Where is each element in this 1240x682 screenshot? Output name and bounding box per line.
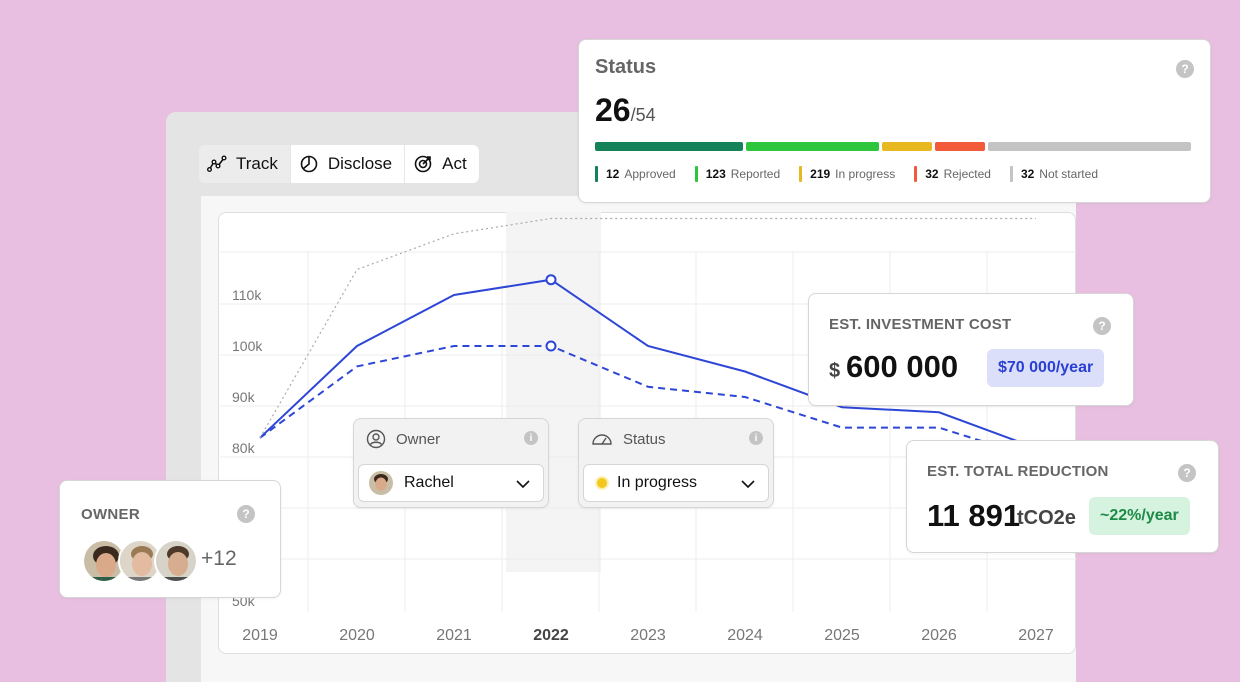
legend-count: 219	[810, 167, 831, 181]
tab-act[interactable]: Act	[404, 145, 479, 183]
legend-swatch	[799, 166, 803, 182]
legend-count: 12	[606, 167, 620, 181]
owner-label: OWNER	[81, 506, 140, 523]
status-dot	[597, 478, 607, 488]
x-tick-label: 2026	[921, 627, 957, 644]
user-circle-icon	[366, 429, 386, 449]
legend-label: Rejected	[943, 167, 991, 181]
track-icon	[207, 155, 227, 172]
total-reduction-value: 11 891	[927, 498, 1021, 533]
y-tick-label: 110k	[232, 287, 262, 303]
help-icon[interactable]: ?	[1178, 464, 1196, 482]
status-filter-header: Status	[591, 429, 666, 449]
legend-label: Not started	[1039, 167, 1098, 181]
owner-card: OWNER ? +12	[59, 480, 281, 598]
legend-count: 32	[1020, 167, 1035, 181]
owner-filter: Owner i Rachel	[353, 418, 549, 508]
status-count: 26/54	[595, 92, 656, 129]
avatar	[369, 471, 393, 495]
tab-disclose[interactable]: Disclose	[289, 145, 405, 183]
y-tick-label: 100k	[232, 338, 263, 354]
x-tick-label: 2025	[824, 627, 860, 644]
legend-swatch	[1009, 166, 1013, 182]
gauge-icon	[592, 434, 612, 445]
investment-currency: $	[829, 360, 841, 382]
info-icon[interactable]: i	[524, 431, 538, 445]
status-bar-approved	[595, 142, 743, 151]
pie-chart-icon	[300, 155, 318, 173]
total-reduction-card: EST. TOTAL REDUCTION ? 11 891 tCO2e ~22%…	[906, 440, 1219, 553]
legend-label: Reported	[730, 167, 781, 181]
legend-count: 123	[705, 167, 726, 181]
highlight-column	[506, 212, 601, 572]
reduction-per-year-badge: ~22%/year	[1089, 497, 1190, 535]
owner-select[interactable]: Rachel	[358, 464, 544, 502]
avatar[interactable]	[154, 539, 198, 583]
y-tick-label: 80k	[232, 440, 256, 456]
series-line-solid	[259, 278, 1037, 449]
legend-swatch	[595, 166, 598, 182]
legend-item-reported: 123 Reported	[694, 166, 781, 182]
status-total: /54	[630, 105, 656, 125]
x-tick-label: 2023	[630, 627, 666, 644]
status-bar-rejected	[935, 142, 985, 151]
help-icon[interactable]: ?	[1093, 317, 1111, 335]
series-marker	[545, 274, 557, 286]
legend-count: 32	[925, 167, 939, 181]
status-card: Status ? 26/54 12 Approved 123 Reported 21…	[578, 39, 1211, 203]
status-select-value: In progress	[617, 474, 698, 491]
status-filter: Status i In progress	[578, 418, 774, 508]
status-title: Status	[595, 56, 657, 78]
owner-filter-label: Owner	[396, 430, 441, 448]
legend-item-in-progress: 219 In progress	[799, 166, 895, 182]
tab-disclose-label: Disclose	[327, 154, 393, 173]
tab-act-label: Act	[442, 154, 467, 173]
status-select[interactable]: In progress	[583, 464, 769, 502]
legend-swatch	[914, 166, 918, 182]
tab-track[interactable]: Track	[199, 145, 290, 183]
chevron-down-icon	[741, 480, 755, 489]
target-icon	[414, 155, 432, 173]
owner-avatars[interactable]	[82, 539, 198, 583]
owner-filter-header: Owner	[366, 429, 440, 449]
y-tick-label: 90k	[232, 389, 256, 405]
legend-item-not-started: 32 Not started	[1009, 166, 1098, 182]
x-tick-label: 2027	[1018, 627, 1054, 644]
help-icon[interactable]: ?	[1176, 60, 1194, 78]
owner-more-count[interactable]: +12	[201, 547, 237, 570]
x-tick-label: 2024	[727, 627, 763, 644]
legend-label: Approved	[624, 167, 676, 181]
x-tick-label: 2022	[533, 627, 569, 644]
series-line-dashed	[259, 345, 1037, 460]
investment-per-year-badge: $70 000/year	[987, 349, 1105, 387]
investment-cost-value: 600 000	[846, 349, 959, 384]
legend-label: In progress	[835, 167, 896, 181]
investment-cost-label: EST. INVESTMENT COST	[829, 316, 1012, 333]
legend-item-rejected: 32 Rejected	[914, 166, 991, 182]
status-bar-reported	[746, 142, 879, 151]
tab-track-label: Track	[236, 154, 278, 173]
status-bar-in-progress	[882, 142, 932, 151]
x-tick-label: 2020	[339, 627, 375, 644]
info-icon[interactable]: i	[749, 431, 763, 445]
x-tick-label: 2019	[242, 627, 278, 644]
series-marker	[545, 340, 557, 352]
tab-bar: Track Disclose Act	[199, 145, 479, 183]
legend-swatch	[694, 166, 698, 182]
total-reduction-unit: tCO2e	[1017, 507, 1076, 529]
x-tick-label: 2021	[436, 627, 472, 644]
status-legend: 12 Approved 123 Reported 219 In progress 32…	[595, 166, 1117, 182]
status-bar-not-started	[988, 142, 1191, 151]
help-icon[interactable]: ?	[237, 505, 255, 523]
status-progress-bar	[595, 142, 1197, 151]
legend-item-approved: 12 Approved	[595, 166, 676, 182]
owner-select-value: Rachel	[404, 474, 454, 491]
status-filter-label: Status	[623, 430, 666, 448]
series-line-dotted	[259, 217, 1036, 439]
chevron-down-icon	[516, 480, 530, 489]
total-reduction-label: EST. TOTAL REDUCTION	[927, 463, 1109, 480]
investment-cost-card: EST. INVESTMENT COST ? $ 600 000 $70 000…	[808, 293, 1134, 406]
status-count-value: 26	[595, 92, 631, 128]
